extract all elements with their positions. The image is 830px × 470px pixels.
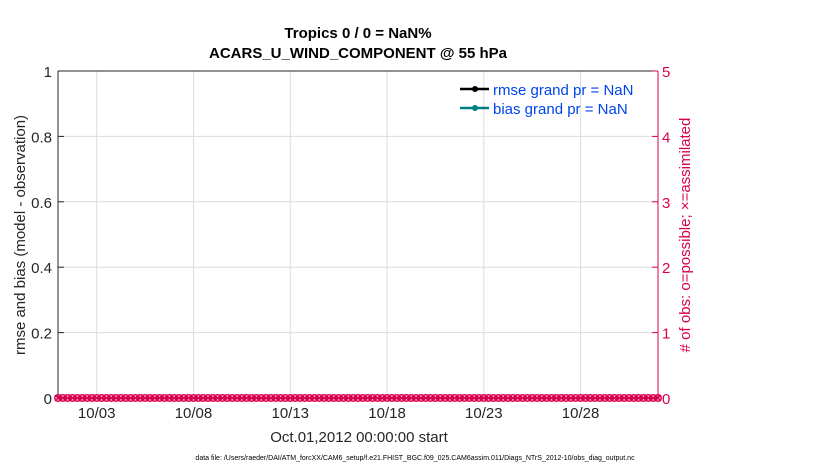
- y-tick-right-label: 0: [662, 391, 670, 408]
- x-axis-label: Oct.01,2012 00:00:00 start: [270, 429, 448, 446]
- chart-title-line2: ACARS_U_WIND_COMPONENT @ 55 hPa: [209, 45, 508, 62]
- y-tick-right-label: 5: [662, 64, 670, 81]
- chart-title-line1: Tropics 0 / 0 = NaN%: [284, 25, 431, 42]
- y-tick-right-label: 1: [662, 326, 670, 343]
- legend-bias-label: bias grand pr = NaN: [493, 101, 628, 118]
- footer-data-file: data file: /Users/raeder/DAI/ATM_forcXX/…: [195, 455, 635, 462]
- x-tick-label: 10/18: [368, 405, 406, 422]
- y-tick-right-label: 4: [662, 129, 670, 146]
- y-tick-label: 0.4: [31, 260, 52, 277]
- y-tick-right-label: 2: [662, 260, 670, 277]
- y-tick-label: 0: [44, 391, 52, 408]
- x-ticks: 10/03 10/08 10/13 10/18 10/23 10/28: [78, 405, 599, 422]
- y-axis-label: rmse and bias (model - observation): [12, 115, 29, 355]
- x-tick-label: 10/13: [271, 405, 309, 422]
- legend-bias-marker: [472, 105, 478, 111]
- y-tick-right-label: 3: [662, 195, 670, 212]
- y-tick-label: 0.8: [31, 129, 52, 146]
- legend: rmse grand pr = NaN bias grand pr = NaN: [460, 82, 633, 118]
- legend-rmse-label: rmse grand pr = NaN: [493, 82, 633, 99]
- y-tick-label: 1: [44, 64, 52, 81]
- grid: [58, 70, 658, 399]
- x-tick-label: 10/03: [78, 405, 116, 422]
- y-axis-label-right: # of obs: o=possible; ×=assimilated: [677, 118, 694, 353]
- y-ticks-right: 0 1 2 3 4 5: [652, 64, 670, 408]
- y-tick-label: 0.6: [31, 195, 52, 212]
- y-tick-label: 0.2: [31, 326, 52, 343]
- x-tick-label: 10/28: [562, 405, 600, 422]
- legend-rmse-marker: [472, 86, 478, 92]
- x-tick-label: 10/08: [175, 405, 213, 422]
- y-ticks: 0 0.2 0.4 0.6 0.8 1: [31, 64, 64, 408]
- obs-count-markers: [54, 394, 662, 402]
- x-tick-label: 10/23: [465, 405, 503, 422]
- plot-area: [58, 71, 658, 398]
